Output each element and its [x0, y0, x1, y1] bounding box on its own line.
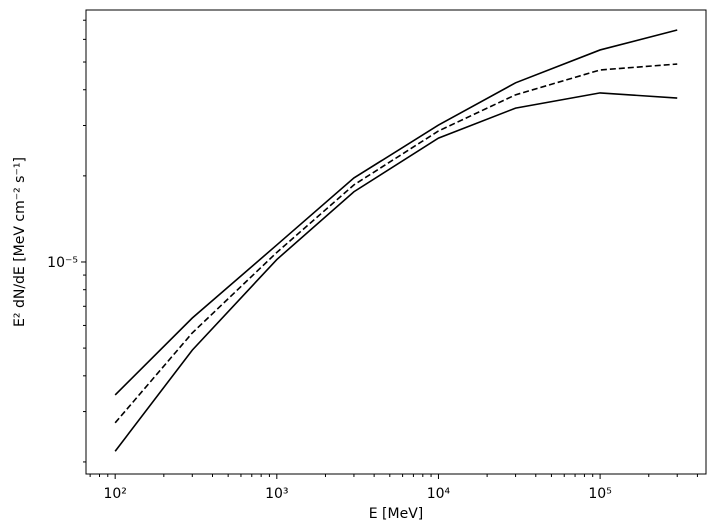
- x-tick-label: 10⁴: [427, 486, 451, 502]
- series-line: [114, 92, 678, 452]
- plot-frame: [85, 9, 707, 475]
- series-line: [114, 63, 678, 424]
- x-tick-label: 10³: [265, 486, 288, 502]
- y-axis-label: E² dN/dE [MeV cm⁻² s⁻¹]: [12, 157, 28, 327]
- x-axis-label: E [MeV]: [369, 506, 424, 522]
- x-tick-label: 10⁵: [588, 486, 611, 502]
- y-tick-label: 10⁻⁵: [47, 255, 78, 271]
- series-line: [114, 29, 678, 396]
- x-tick-label: 10²: [103, 486, 126, 502]
